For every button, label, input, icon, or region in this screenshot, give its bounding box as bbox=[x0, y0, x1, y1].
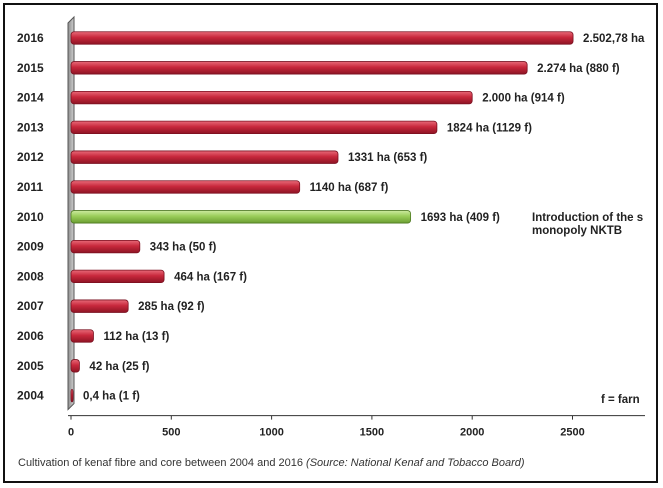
category-label-2007: 2007 bbox=[17, 299, 44, 313]
x-tick-label: 1000 bbox=[259, 427, 283, 439]
x-tick-label: 0 bbox=[68, 427, 74, 439]
labels-layer: 05001000150020002500320162.502,78 ha2015… bbox=[17, 31, 645, 439]
category-label-2012: 2012 bbox=[17, 150, 44, 164]
data-label-2006: 112 ha (13 f) bbox=[103, 331, 169, 343]
data-label-2015: 2.274 ha (880 f) bbox=[537, 63, 620, 75]
category-label-2009: 2009 bbox=[17, 240, 44, 254]
bar-2012 bbox=[70, 150, 339, 164]
annotation-introduction-line2: monopoly NKTB bbox=[532, 225, 622, 237]
bar-2004 bbox=[70, 388, 74, 403]
bar-chart: 05001000150020002500320162.502,78 ha2015… bbox=[17, 15, 645, 439]
bar-2008 bbox=[70, 269, 165, 284]
annotation-introduction-line1: Introduction of the s bbox=[532, 212, 643, 224]
category-label-2013: 2013 bbox=[17, 120, 44, 134]
category-label-2016: 2016 bbox=[17, 31, 44, 45]
category-label-2005: 2005 bbox=[17, 359, 44, 373]
x-tick-label: 2000 bbox=[460, 427, 484, 439]
bar-2011 bbox=[70, 180, 301, 194]
category-label-2004: 2004 bbox=[17, 389, 44, 403]
caption-source: (Source: National Kenaf and Tobacco Boar… bbox=[306, 457, 525, 469]
legend-note: f = farn bbox=[601, 394, 640, 406]
data-label-2012: 1331 ha (653 f) bbox=[348, 152, 427, 164]
data-label-2008: 464 ha (167 f) bbox=[174, 271, 247, 283]
x-tick-label: 1500 bbox=[360, 427, 384, 439]
bar-2007 bbox=[70, 299, 129, 313]
category-label-2011: 2011 bbox=[17, 180, 43, 194]
chart-frame: 05001000150020002500320162.502,78 ha2015… bbox=[3, 3, 658, 483]
data-label-2011: 1140 ha (687 f) bbox=[310, 182, 389, 194]
bar-2010 bbox=[70, 210, 412, 224]
bar-2009 bbox=[70, 239, 141, 254]
data-label-2004: 0,4 ha (1 f) bbox=[83, 391, 140, 403]
category-label-2008: 2008 bbox=[17, 269, 44, 283]
bar-2015 bbox=[70, 61, 528, 75]
data-label-2014: 2.000 ha (914 f) bbox=[482, 93, 565, 105]
bars-layer bbox=[70, 31, 574, 403]
caption-text: Cultivation of kenaf fibre and core betw… bbox=[18, 457, 307, 469]
x-tick-label: 2500 bbox=[560, 427, 584, 439]
data-label-2009: 343 ha (50 f) bbox=[150, 242, 217, 254]
category-label-2015: 2015 bbox=[17, 61, 44, 75]
bar-2016 bbox=[70, 31, 574, 45]
bar-2013 bbox=[70, 120, 438, 135]
bar-2005 bbox=[70, 359, 80, 373]
data-label-2005: 42 ha (25 f) bbox=[89, 361, 149, 373]
data-label-2016: 2.502,78 ha bbox=[583, 33, 645, 45]
x-tick-label: 500 bbox=[162, 427, 180, 439]
chart-caption: Cultivation of kenaf fibre and core betw… bbox=[18, 457, 525, 469]
data-label-2010: 1693 ha (409 f) bbox=[421, 212, 500, 224]
data-label-2013: 1824 ha (1129 f) bbox=[447, 122, 532, 134]
category-label-2010: 2010 bbox=[17, 210, 44, 224]
category-label-2006: 2006 bbox=[17, 329, 44, 343]
bar-2014 bbox=[70, 90, 473, 105]
category-label-2014: 2014 bbox=[17, 91, 44, 105]
data-label-2007: 285 ha (92 f) bbox=[138, 301, 205, 313]
bar-2006 bbox=[70, 329, 94, 343]
